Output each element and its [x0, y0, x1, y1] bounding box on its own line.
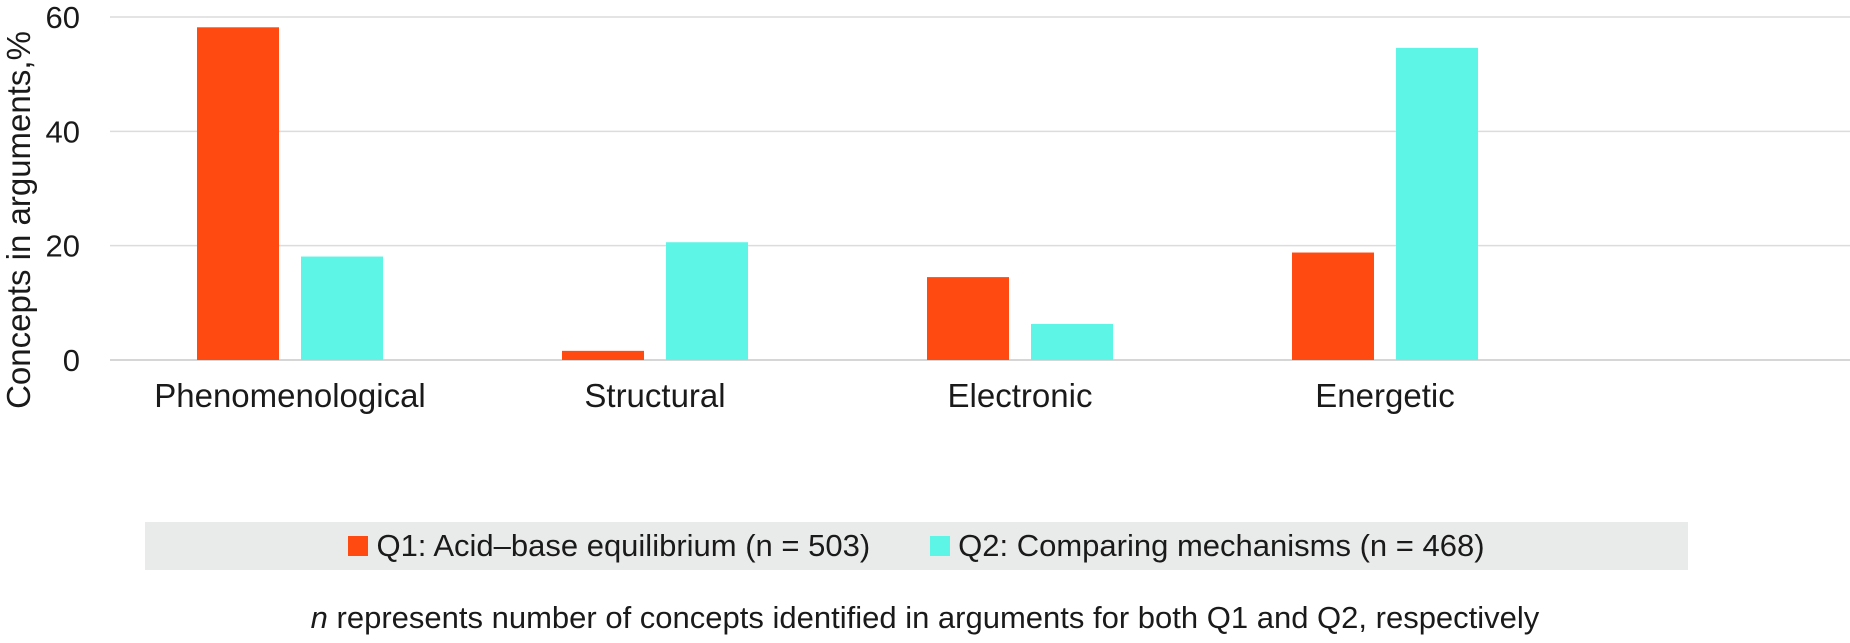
bar-chart: 0 20 40 60 Phenomenological Structural Electr…: [0, 0, 1850, 414]
bar-q2-energetic: [1396, 47, 1478, 361]
x-category-label: Electronic: [948, 377, 1093, 414]
y-tick-label: 40: [46, 114, 80, 149]
footnote-text: represents number of concepts identified…: [327, 600, 1540, 635]
x-axis-categories: Phenomenological Structural Electronic Ener…: [154, 377, 1454, 414]
y-axis-ticks: 0 20 40 60: [46, 0, 80, 378]
bar-q2-electronic: [1031, 323, 1113, 360]
bar-q1-energetic: [1292, 252, 1374, 360]
bar-q1-structural: [562, 350, 644, 360]
legend-label-q1: Q1: Acid–base equilibrium (n = 503): [376, 528, 871, 563]
y-axis-label: Concepts in arguments,%: [0, 31, 37, 409]
x-category-label: Energetic: [1315, 377, 1454, 414]
legend-swatch-q2: [930, 536, 951, 556]
legend-item-q1: Q1: Acid–base equilibrium (n = 503): [348, 528, 870, 564]
footnote-variable: n: [310, 600, 328, 635]
x-category-label: Structural: [584, 377, 725, 414]
footnote: n represents number of concepts identifi…: [0, 600, 1850, 636]
x-category-label: Phenomenological: [154, 377, 426, 414]
legend-swatch-q1: [348, 536, 369, 556]
bar-q2-structural: [666, 242, 748, 360]
legend: Q1: Acid–base equilibrium (n = 503) Q2: …: [145, 522, 1688, 570]
y-tick-label: 20: [46, 229, 80, 264]
bars: [197, 27, 1478, 361]
bar-q2-phenomenological: [301, 256, 383, 360]
bar-q1-phenomenological: [197, 27, 279, 360]
y-tick-label: 60: [46, 0, 80, 35]
legend-item-q2: Q2: Comparing mechanisms (n = 468): [930, 528, 1485, 564]
y-tick-label: 0: [63, 343, 80, 378]
bar-q1-electronic: [927, 277, 1009, 360]
legend-label-q2: Q2: Comparing mechanisms (n = 468): [958, 528, 1485, 563]
